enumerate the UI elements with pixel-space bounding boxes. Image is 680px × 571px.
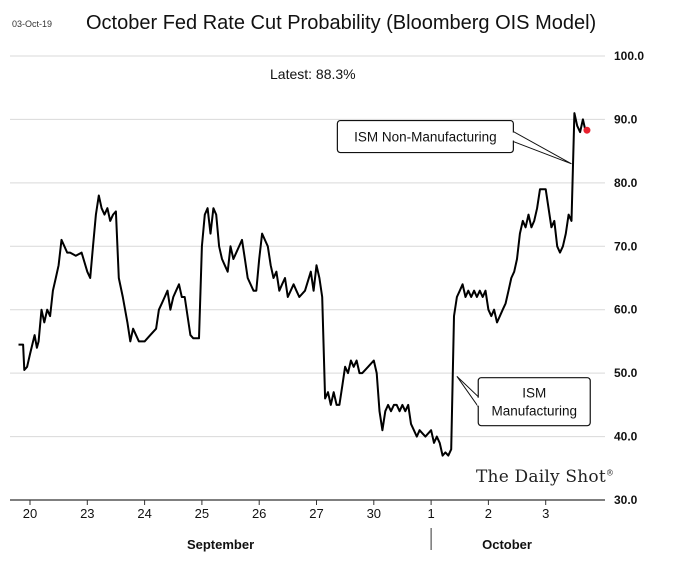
last-point-marker [583,126,591,134]
series-line [18,112,588,457]
annotation-label: ISM Non-Manufacturing [354,130,497,145]
y-tick-label: 90.0 [614,112,638,126]
y-tick-label: 40.0 [614,430,638,444]
x-tick-label: 24 [137,506,151,521]
y-tick-label: 30.0 [614,493,638,507]
y-tick-label: 100.0 [614,49,644,63]
x-group-label: September [187,537,254,552]
y-tick-label: 70.0 [614,239,638,253]
x-tick-label: 2 [485,506,492,521]
date-stamp: 03-Oct-19 [12,19,53,29]
x-tick-label: 23 [80,506,94,521]
chart-subtitle: Latest: 88.3% [270,66,356,82]
x-group-label: October [482,537,532,552]
annotation-label: Manufacturing [491,404,577,419]
chart-annotations: ISM Non-Manufacturing ISM Manufacturing [336,119,591,427]
annotation-label: ISM [522,386,546,401]
chart-series [18,112,591,457]
x-tick-label: 1 [427,506,434,521]
chart-title: October Fed Rate Cut Probability (Bloomb… [86,12,597,34]
x-tick-label: 30 [367,506,381,521]
y-tick-label: 60.0 [614,303,638,317]
watermark-logo: The Daily Shot® [476,467,615,487]
callout-pointer [456,375,479,409]
x-tick-label: 25 [195,506,209,521]
x-tick-label: 20 [23,506,37,521]
x-tick-label: 27 [309,506,323,521]
callout-pointer [512,130,572,165]
x-tick-label: 3 [542,506,549,521]
y-tick-label: 50.0 [614,366,638,380]
x-tick-label: 26 [252,506,266,521]
y-tick-label: 80.0 [614,176,638,190]
chart-grid [10,55,605,438]
